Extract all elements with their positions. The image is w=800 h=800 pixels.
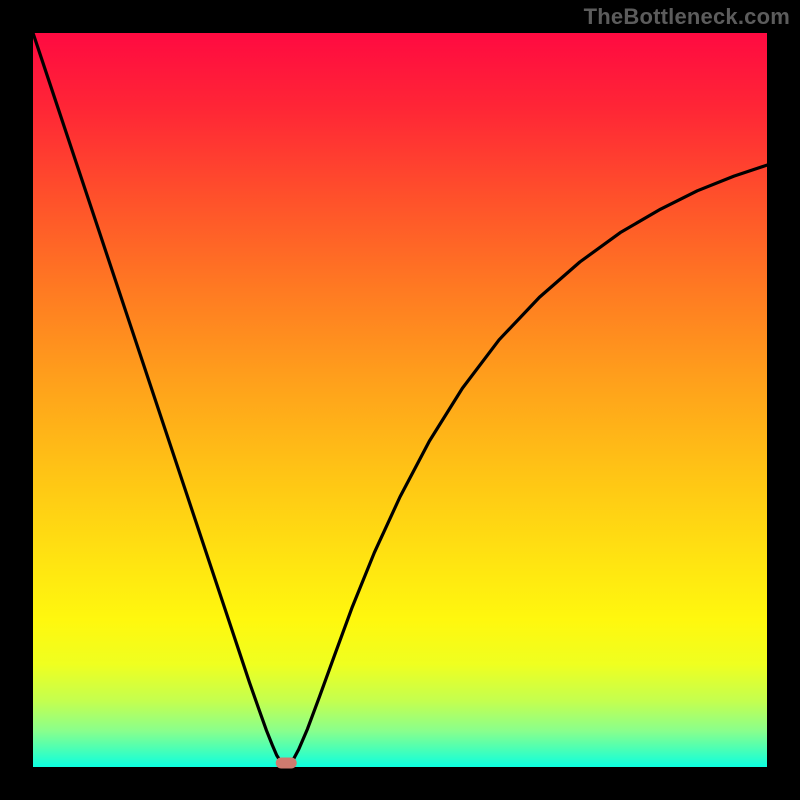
optimum-marker: [276, 757, 297, 768]
plot-area: [33, 33, 767, 767]
watermark-text: TheBottleneck.com: [584, 4, 790, 30]
stage: TheBottleneck.com: [0, 0, 800, 800]
bottleneck-curve: [33, 33, 767, 767]
